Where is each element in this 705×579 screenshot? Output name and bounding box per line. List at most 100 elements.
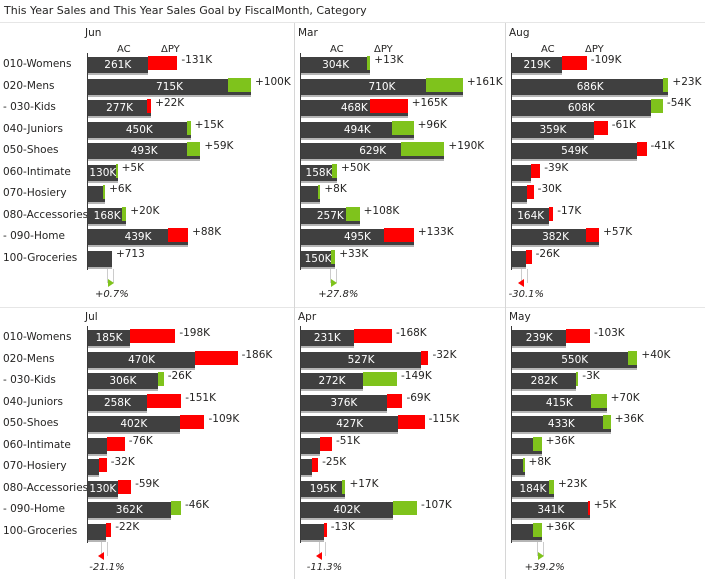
delta-label: +50K [341, 161, 371, 174]
delta-bar [426, 77, 463, 92]
delta-bar [146, 99, 152, 113]
delta-bar [533, 436, 542, 451]
delta-label: -32K [432, 348, 457, 361]
delta-label: -26K [535, 247, 560, 260]
delta-label: +165K [411, 97, 448, 109]
category-label: 020-Mens [3, 79, 55, 92]
total-arrow-right-icon [331, 279, 338, 287]
delta-bar [593, 120, 608, 135]
ac-bar: 195K [301, 480, 346, 497]
delta-label: +13K [374, 54, 404, 66]
delta-bar [637, 142, 647, 156]
total-variance-label: +0.7% [94, 289, 129, 300]
delta-bar [106, 522, 112, 537]
delta-bar [121, 206, 127, 221]
category-label: 100-Groceries [3, 524, 78, 537]
ac-bar: 272K [301, 373, 364, 389]
delta-label: -69K [406, 391, 431, 404]
delta-label: +22K [155, 97, 185, 109]
delta-label: +20K [130, 204, 160, 217]
category-label: 060-Intimate [3, 438, 71, 451]
delta-bar [525, 249, 532, 264]
delta-label: -41K [650, 140, 675, 152]
delta-label: -61K [611, 118, 636, 131]
category-label: 010-Womens [3, 331, 72, 343]
category-label: 040-Juniors [3, 395, 63, 408]
ac-bar: 306K [88, 373, 158, 389]
total-variance-label: -11.3% [306, 562, 343, 573]
total-variance-label: -21.1% [89, 562, 125, 573]
category-label: 040-Juniors [3, 122, 63, 135]
total-arrow-left-icon [98, 552, 105, 560]
delta-bar [586, 228, 600, 242]
ac-bar: 359K [512, 121, 594, 138]
ac-bar: 258K [88, 394, 147, 411]
column-divider [294, 23, 295, 579]
delta-bar [549, 206, 554, 221]
delta-bar [398, 415, 425, 429]
ac-bar: 686K [512, 78, 669, 95]
delta-bar [107, 436, 125, 451]
total-arrow-left-icon [315, 552, 322, 560]
delta-label: -22K [115, 520, 140, 533]
delta-bar [590, 393, 607, 408]
delta-label: +161K [466, 75, 503, 88]
ac-bar: 470K [88, 351, 196, 368]
delta-label: +36K [545, 434, 575, 447]
category-label: 050-Shoes [3, 144, 59, 156]
panel-title-jul: Jul [85, 311, 98, 323]
delta-label: +5K [593, 499, 617, 511]
category-label: - 030-Kids [3, 101, 56, 113]
ac-bar: 550K [512, 351, 638, 368]
category-axis [87, 53, 88, 270]
ac-bar: 362K [88, 502, 171, 518]
ac-bar: 257K [301, 207, 360, 224]
category-label: 060-Intimate [3, 165, 71, 178]
delta-bar [628, 350, 638, 365]
ac-bar [88, 459, 100, 475]
delta-bar [353, 329, 392, 343]
delta-label: +40K [641, 348, 671, 361]
delta-bar [228, 77, 252, 92]
ac-bar: 282K [512, 373, 577, 389]
ac-bar [88, 186, 106, 202]
delta-bar [341, 479, 346, 494]
ac-bar: 608K [512, 100, 651, 116]
ac-bar: 376K [301, 394, 387, 411]
delta-label: -32K [110, 456, 135, 468]
ac-bar: 158K [301, 164, 338, 181]
delta-label: -131K [181, 54, 213, 66]
ac-bar: 710K [301, 78, 463, 95]
ac-bar [88, 250, 112, 267]
category-axis [511, 53, 512, 270]
total-connector [536, 542, 544, 556]
delta-bar [312, 458, 319, 472]
ac-bar: 219K [512, 57, 562, 73]
delta-bar [117, 479, 132, 494]
ac-bar: 184K [512, 480, 554, 497]
delta-label: -107K [421, 499, 452, 511]
delta-label: -39K [544, 161, 569, 174]
column-divider [505, 23, 506, 579]
delta-bar [323, 522, 327, 537]
delta-bar [531, 163, 541, 178]
delta-bar [663, 77, 669, 92]
delta-label: -115K [428, 413, 460, 425]
delta-bar [386, 393, 403, 408]
column-header-ac: AC [117, 44, 131, 55]
delta-label: -76K [128, 434, 153, 447]
delta-label: -13K [330, 520, 355, 533]
ac-bar: 493K [88, 143, 201, 159]
category-axis [300, 53, 301, 270]
category-label: - 030-Kids [3, 374, 56, 386]
total-arrow-right-icon [537, 552, 544, 560]
ac-bar: 382K [512, 229, 600, 245]
ac-bar: 415K [512, 394, 607, 411]
delta-label: +36K [614, 413, 644, 425]
ac-bar: 715K [88, 78, 252, 95]
total-variance-label: -30.1% [508, 289, 545, 300]
delta-bar [330, 249, 336, 264]
ac-bar: 427K [301, 416, 399, 432]
delta-bar [186, 142, 201, 156]
category-label: - 090-Home [3, 230, 65, 242]
